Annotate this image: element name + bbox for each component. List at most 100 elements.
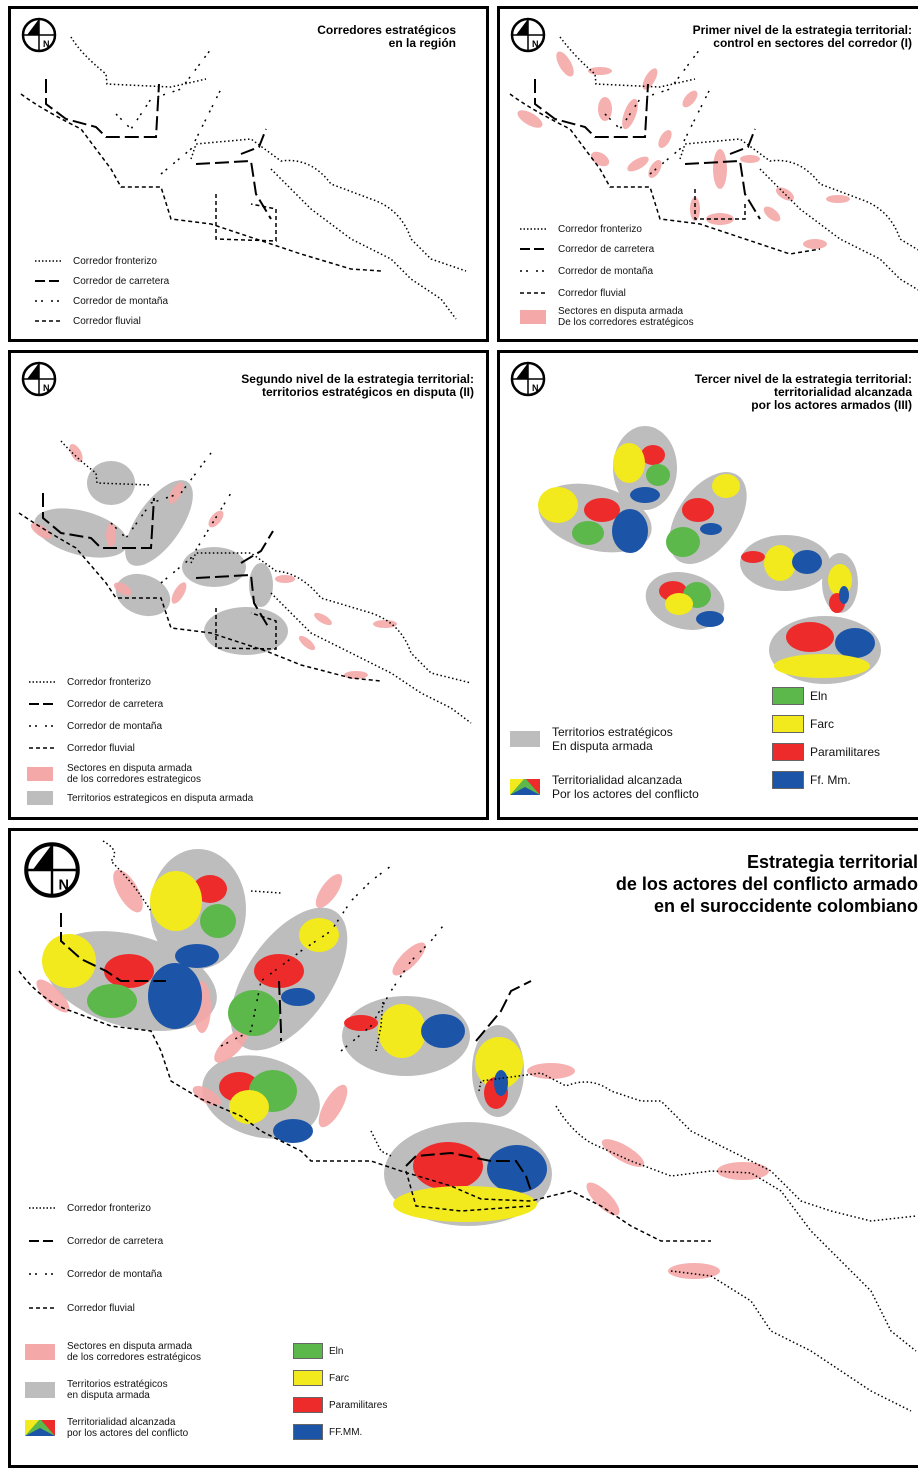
legend-item-border: Corredor fronterizo [25,675,151,689]
dispute-sector [556,51,574,77]
farc-swatch [772,715,804,733]
road-line-icon [29,1240,55,1242]
legend-item-border: Corredor fronterizo [31,254,157,268]
panel-title: Corredores estratégicos en la región [317,23,456,50]
road-line-icon [520,248,546,250]
farc-area [538,487,578,523]
road-corridor [60,913,166,982]
dispute-sector [763,206,781,222]
north-label: N [58,877,68,893]
dispute-sector [168,482,184,504]
dispute-swatch [27,767,53,781]
corridor-map [20,36,467,320]
panel-tercer-nivel: N Tercer nivel de la estrategia territor… [497,350,918,820]
dispute-sector [601,1139,645,1167]
ffmm-area [839,586,849,604]
legend-item-road: Corredor de carretera [31,274,169,288]
ffmm-swatch [293,1424,323,1440]
dispute-sector [208,510,224,528]
farc-area [712,474,740,498]
legend-item-territory: Territorios estratégicos En disputa armad… [510,725,673,753]
panel-primer-nivel: N Primer nivel de la estrategia territor… [497,6,918,342]
legend-item-dispute: Sectores en disputa armada de los corredo… [25,763,201,785]
ffmm-area [487,1145,547,1193]
north-arrow-icon: N [23,841,81,904]
farc-area [393,1186,537,1222]
dispute-sector [658,129,672,149]
paramilitares-area [413,1142,483,1190]
legend-corridors: Corredor fronterizo Corredor de carreter… [25,1201,285,1465]
ffmm-area [612,509,648,553]
eln-area [228,990,280,1036]
border-line-icon [29,681,55,683]
legend-item-river: Corredor fluvial [25,1301,135,1315]
legend-item-mountain: Corredor de montaña [31,294,168,308]
dispute-sector [590,151,610,167]
ffmm-area [792,550,822,574]
legend-item-ffmm: FF.MM. [293,1424,362,1440]
paramilitares-area [682,498,714,522]
legend-item-territoriality: Territorialidad alcanzada por los actores… [25,1417,188,1439]
river-line-icon [35,320,61,322]
eln-area [200,904,236,938]
border-corridor [670,1270,912,1412]
north-label: N [43,39,50,49]
farc-area [774,654,870,678]
corridor-dispute-map [509,36,918,291]
dispute-sector [373,620,397,628]
ffmm-area [835,628,875,658]
dispute-sector [106,523,116,547]
paramilitares-area [584,498,620,522]
dispute-sector [682,90,698,108]
territory-swatch [25,1382,55,1398]
actor-territoriality [538,443,875,678]
dispute-sector [690,197,700,221]
legend-item-dispute: Sectores en disputa armada de los corredo… [25,1341,201,1363]
legend: Corredor fronterizo Corredor de carreter… [25,675,325,815]
border-corridor [555,1105,917,1352]
farc-area [42,934,96,988]
ffmm-area [281,988,315,1006]
dispute-sector [192,1085,222,1107]
north-label: N [532,383,539,393]
dispute-sector [717,1162,769,1180]
dispute-sector [706,213,734,225]
legend: Corredor fronterizo Corredor de carreter… [31,254,231,334]
north-label: N [43,383,50,393]
border-corridor [70,36,207,88]
page-title: Estrategia territorial de los actores del… [615,852,918,916]
north-label: N [532,39,539,49]
dispute-sector [275,575,295,583]
mountain-line-icon [29,725,55,727]
legend-item-territory: Territorios estrategicos en disputa arma… [25,791,253,805]
paramilitares-area [104,954,154,988]
farc-area [229,1090,269,1124]
eln-area [87,984,137,1018]
farc-area [613,443,645,483]
eln-swatch [772,687,804,705]
panel-estrategia-territorial: N Estrategia territorial de los actores d… [8,828,918,1468]
eln-swatch [293,1343,323,1359]
dispute-swatch [520,310,546,324]
dispute-sector [318,1084,348,1128]
river-line-icon [29,747,55,749]
river-corridor [405,1170,532,1212]
legend-territory: Territorios estratégicos En disputa armad… [510,725,740,815]
farc-area [378,1004,426,1058]
dispute-swatch [25,1344,55,1360]
ffmm-area [494,1070,508,1096]
road-corridor [240,128,267,155]
eln-area [572,521,604,545]
border-corridor [250,890,282,894]
dispute-sector [298,635,316,651]
north-arrow-icon: N [510,17,546,58]
dispute-sector [30,522,52,540]
legend-item-farc: Farc [293,1370,349,1386]
territory-area [115,573,171,617]
river-line-icon [29,1307,55,1309]
ffmm-area [696,611,724,627]
legend-actors: Eln Farc Paramilitares Ff. Mm. [772,687,918,807]
border-line-icon [520,228,546,230]
legend-item-territoriality: Territorialidad alcanzada Por los actores… [510,773,699,801]
dispute-sector [69,443,83,463]
